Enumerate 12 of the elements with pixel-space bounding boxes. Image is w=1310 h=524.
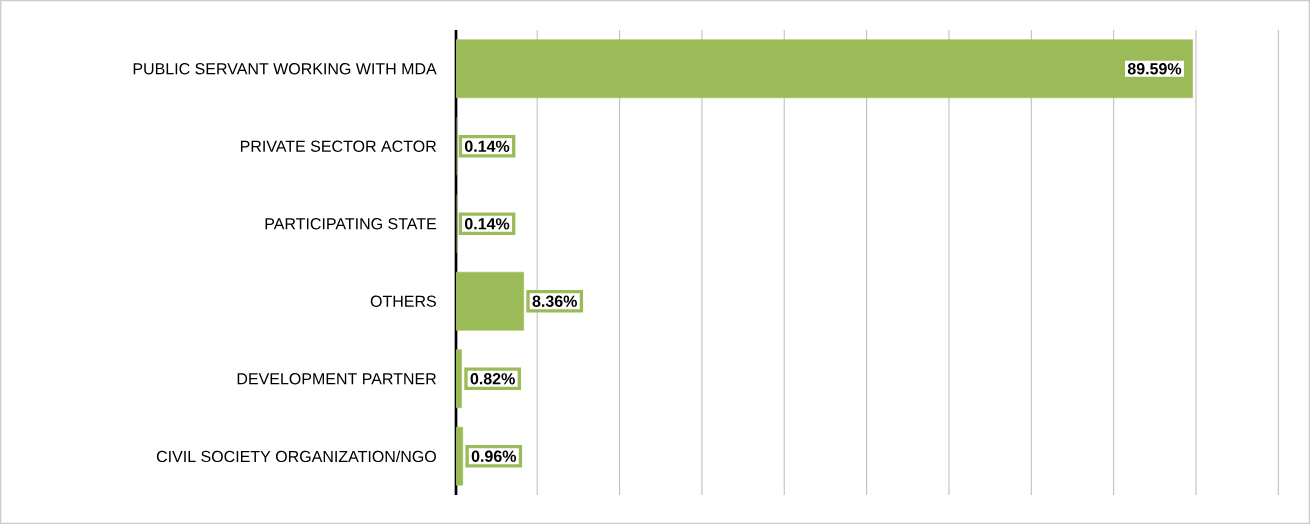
data-label: 0.14% [464, 218, 510, 230]
data-label: 0.82% [470, 373, 515, 385]
data-label: 8.36% [532, 295, 577, 307]
y-tick-label: PRIVATE SECTOR ACTOR [240, 140, 436, 152]
y-tick-label: OTHERS [370, 295, 436, 307]
y-tick-label: CIVIL SOCIETY ORGANIZATION/NGO [156, 450, 436, 463]
y-tick-label: DEVELOPMENT PARTNER [237, 373, 436, 385]
y-tick-label: PARTICIPATING STATE [265, 218, 437, 230]
data-label: 89.59% [1127, 63, 1182, 75]
y-tick-label: PUBLIC SERVANT WORKING WITH MDA [133, 63, 437, 75]
data-label: 0.14% [464, 140, 510, 152]
data-label: 0.96% [471, 450, 517, 462]
